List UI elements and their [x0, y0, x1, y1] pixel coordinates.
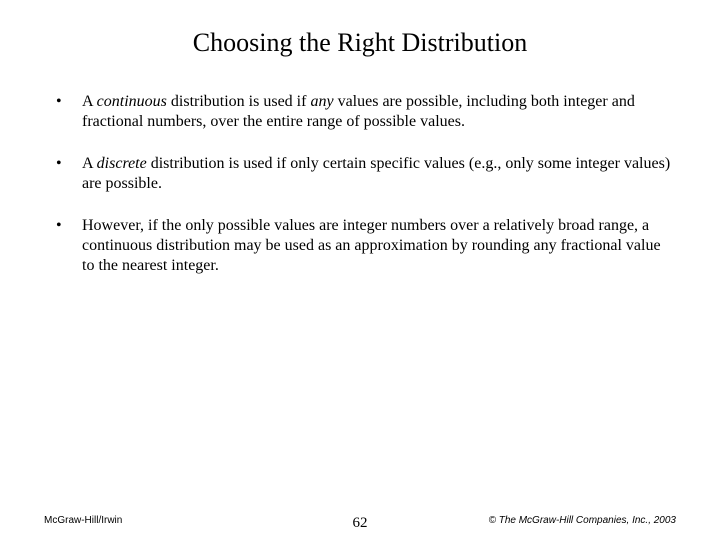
bullet-text-pre: A: [82, 93, 97, 110]
bullet-text-post: distribution is used if only certain spe…: [82, 155, 670, 192]
bullet-item: A continuous distribution is used if any…: [52, 92, 676, 132]
bullet-text-em: continuous: [97, 93, 167, 110]
footer-page-number: 62: [353, 515, 368, 532]
bullet-text-em: discrete: [97, 155, 147, 172]
bullet-text-mid: distribution is used if: [167, 93, 311, 110]
bullet-item: However, if the only possible values are…: [52, 216, 676, 276]
bullet-text-pre: A: [82, 155, 97, 172]
slide-title: Choosing the Right Distribution: [44, 28, 676, 58]
footer: McGraw-Hill/Irwin 62 © The McGraw-Hill C…: [0, 515, 720, 526]
bullet-text: However, if the only possible values are…: [82, 217, 661, 274]
bullet-item: A discrete distribution is used if only …: [52, 154, 676, 194]
slide-container: Choosing the Right Distribution A contin…: [0, 0, 720, 540]
bullet-text-em: any: [310, 93, 333, 110]
footer-copyright: © The McGraw-Hill Companies, Inc., 2003: [489, 515, 676, 526]
bullet-list: A continuous distribution is used if any…: [44, 92, 676, 276]
footer-publisher: McGraw-Hill/Irwin: [44, 515, 122, 526]
